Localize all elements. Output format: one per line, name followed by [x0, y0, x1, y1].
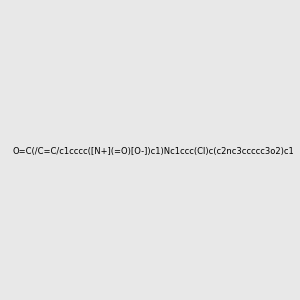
Text: O=C(/C=C/c1cccc([N+](=O)[O-])c1)Nc1ccc(Cl)c(c2nc3ccccc3o2)c1: O=C(/C=C/c1cccc([N+](=O)[O-])c1)Nc1ccc(C…: [13, 147, 295, 156]
